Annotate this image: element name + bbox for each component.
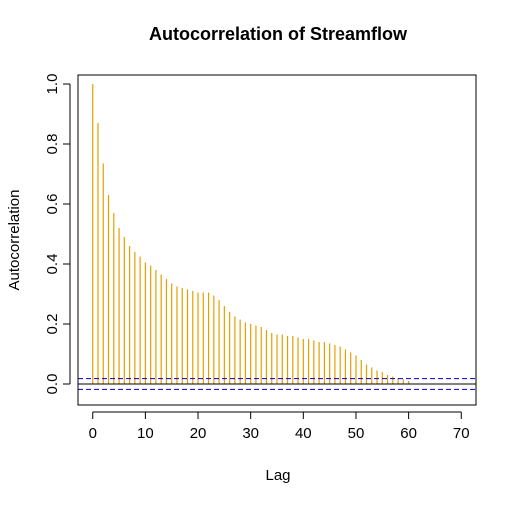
y-axis: 0.0 0.2 0.4 0.6 0.8 1.0 [44, 74, 71, 395]
y-tick-label: 0.6 [44, 194, 61, 215]
y-tick-label: 0.2 [44, 314, 61, 335]
x-tick-label: 40 [295, 425, 312, 442]
plot-area-border [77, 74, 477, 406]
x-tick-label: 30 [242, 425, 259, 442]
x-tick-label: 50 [348, 425, 365, 442]
x-tick-label: 0 [89, 425, 97, 442]
reference-lines [78, 378, 476, 390]
x-tick-label: 20 [190, 425, 207, 442]
acf-bars [92, 84, 410, 384]
x-axis: 0 10 20 30 40 50 60 70 [89, 411, 470, 442]
x-tick-label: 10 [137, 425, 154, 442]
y-tick-label: 1.0 [44, 74, 61, 95]
x-tick-label: 60 [400, 425, 417, 442]
x-axis-label: Lag [265, 467, 290, 484]
y-axis-label: Autocorrelation [6, 190, 23, 291]
x-tick-label: 70 [453, 425, 470, 442]
y-tick-label: 0.4 [44, 254, 61, 275]
y-tick-label: 0.0 [44, 374, 61, 395]
y-tick-label: 0.8 [44, 134, 61, 155]
chart-title: Autocorrelation of Streamflow [149, 24, 408, 44]
